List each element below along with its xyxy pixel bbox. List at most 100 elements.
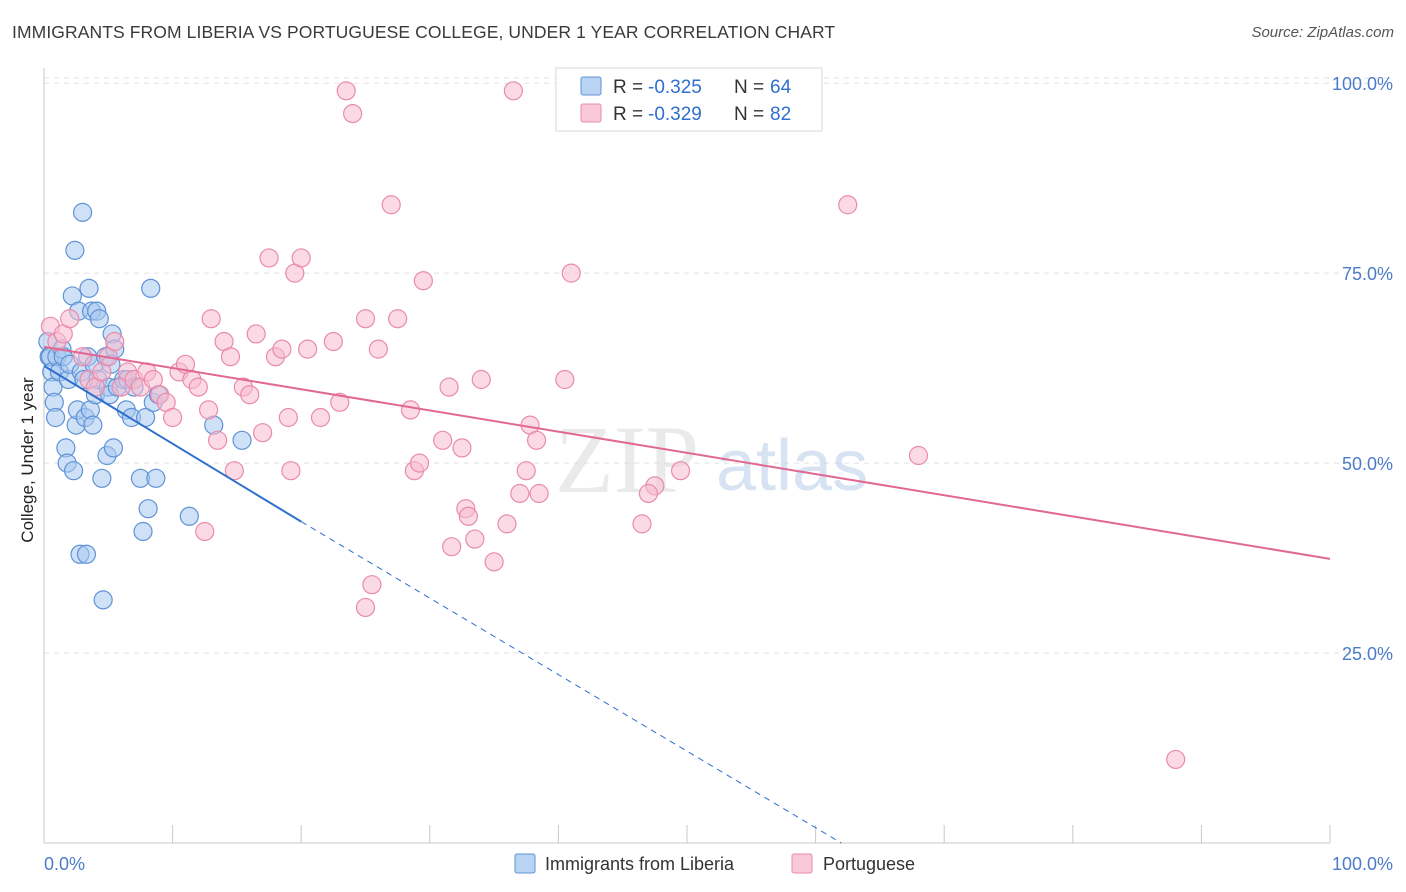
- bottom-legend-swatch-portuguese: [791, 853, 813, 874]
- legend-r-label-liberia: R =: [613, 77, 643, 98]
- point-s1-71: [529, 483, 549, 504]
- point-s0-38: [93, 590, 113, 610]
- point-s1-38: [281, 461, 301, 481]
- chart-source: Source: ZipAtlas.com: [1251, 24, 1394, 41]
- point-s1-51: [381, 195, 401, 215]
- point-s1-46: [343, 103, 363, 124]
- point-s1-68: [516, 461, 536, 481]
- point-s0-31: [83, 415, 103, 435]
- point-s1-37: [278, 407, 298, 428]
- point-s0-44: [103, 438, 124, 458]
- point-s1-80: [638, 483, 659, 504]
- point-s1-63: [465, 529, 485, 549]
- point-s1-33: [253, 423, 273, 443]
- point-s1-23: [195, 521, 215, 542]
- point-s1-3: [60, 309, 80, 329]
- point-s1-45: [336, 81, 356, 101]
- legend-n-label-portuguese: N =: [734, 104, 764, 125]
- point-s1-55: [409, 453, 430, 473]
- bottom-legend-label-liberia: Immigrants from Liberia: [545, 854, 735, 874]
- grid-lines: [44, 77, 1392, 654]
- point-s1-9: [105, 331, 125, 352]
- point-s0-6: [45, 407, 66, 428]
- y-tick-label-3: 100.0%: [1332, 74, 1393, 94]
- point-s0-26: [76, 544, 97, 564]
- point-s0-53: [133, 521, 153, 542]
- series-legend: Immigrants from Liberia Portuguese: [514, 853, 915, 874]
- y-tick-label-0: 25.0%: [1342, 644, 1393, 664]
- point-s0-60: [179, 506, 199, 526]
- watermark-atlas: atlas: [716, 426, 868, 506]
- point-s1-77: [838, 195, 858, 215]
- axes: [43, 68, 1331, 844]
- x-tick-label-1: 100.0%: [1332, 854, 1393, 874]
- point-s1-53: [400, 400, 421, 420]
- point-s1-41: [298, 339, 318, 359]
- point-s0-16: [63, 461, 84, 481]
- point-s0-37: [92, 468, 112, 488]
- trend-line-s0: [43, 364, 302, 523]
- bottom-legend-label-portuguese: Portuguese: [823, 854, 915, 874]
- point-s1-81: [503, 81, 523, 101]
- chart-title: IMMIGRANTS FROM LIBERIA VS PORTUGUESE CO…: [12, 22, 836, 42]
- trend-extension-s0: [300, 521, 842, 844]
- legend-r-value-liberia: -0.325: [648, 77, 702, 98]
- point-s1-36: [272, 339, 292, 359]
- point-s1-58: [439, 377, 459, 397]
- point-s1-44: [330, 392, 350, 412]
- y-tick-label-2: 75.0%: [1342, 264, 1393, 284]
- point-s0-23: [72, 202, 93, 222]
- point-s1-60: [452, 438, 472, 458]
- point-s1-66: [497, 514, 517, 534]
- correlation-legend: R = -0.325 N = 64 R = -0.329 N = 82: [555, 67, 823, 132]
- point-s1-62: [458, 506, 478, 526]
- point-s1-64: [471, 369, 491, 390]
- trend-lines: [43, 345, 1331, 844]
- point-s1-31: [240, 385, 260, 405]
- point-s1-74: [632, 514, 652, 534]
- bottom-legend-swatch-liberia: [514, 853, 536, 874]
- point-s0-36: [89, 309, 109, 329]
- point-s1-22: [188, 377, 208, 397]
- point-s1-48: [362, 575, 382, 595]
- y-tick-labels: 25.0% 50.0% 75.0% 100.0%: [1332, 74, 1393, 664]
- point-s1-73: [561, 263, 581, 283]
- point-s1-49: [355, 597, 376, 618]
- point-s1-79: [1166, 749, 1186, 770]
- point-s1-18: [163, 407, 183, 428]
- point-s1-70: [526, 430, 547, 450]
- legend-swatch-portuguese: [580, 103, 602, 123]
- legend-r-label-portuguese: R =: [613, 104, 643, 125]
- point-s1-47: [355, 309, 376, 329]
- point-s0-17: [65, 240, 85, 260]
- point-s1-34: [259, 248, 279, 268]
- point-s1-32: [246, 324, 266, 344]
- x-tick-label-0: 0.0%: [44, 854, 85, 874]
- point-s1-4: [72, 347, 93, 367]
- point-s1-25: [201, 309, 221, 329]
- point-s1-40: [291, 248, 311, 268]
- x-tick-labels: 0.0% 100.0%: [44, 854, 1393, 874]
- point-s1-24: [199, 400, 219, 420]
- point-s0-55: [138, 499, 158, 519]
- trend-line-s1: [43, 345, 1331, 560]
- point-s1-78: [908, 445, 929, 466]
- point-s1-76: [670, 461, 691, 481]
- point-s1-72: [555, 369, 575, 390]
- watermark-zip: ZIP: [555, 406, 699, 513]
- point-s1-65: [484, 552, 504, 572]
- point-s0-56: [141, 278, 161, 298]
- point-s1-28: [220, 347, 241, 367]
- point-s1-67: [510, 483, 530, 504]
- legend-n-label-liberia: N =: [734, 77, 764, 98]
- point-s0-28: [79, 278, 99, 298]
- legend-n-value-liberia: 64: [770, 77, 792, 98]
- legend-swatch-liberia: [580, 76, 602, 96]
- legend-r-value-portuguese: -0.329: [648, 104, 702, 125]
- watermark: ZIP atlas: [555, 406, 868, 513]
- data-points: [38, 81, 1186, 770]
- point-s1-57: [433, 430, 453, 450]
- y-tick-label-1: 50.0%: [1342, 454, 1393, 474]
- point-s1-56: [413, 271, 433, 291]
- point-s1-43: [323, 331, 343, 352]
